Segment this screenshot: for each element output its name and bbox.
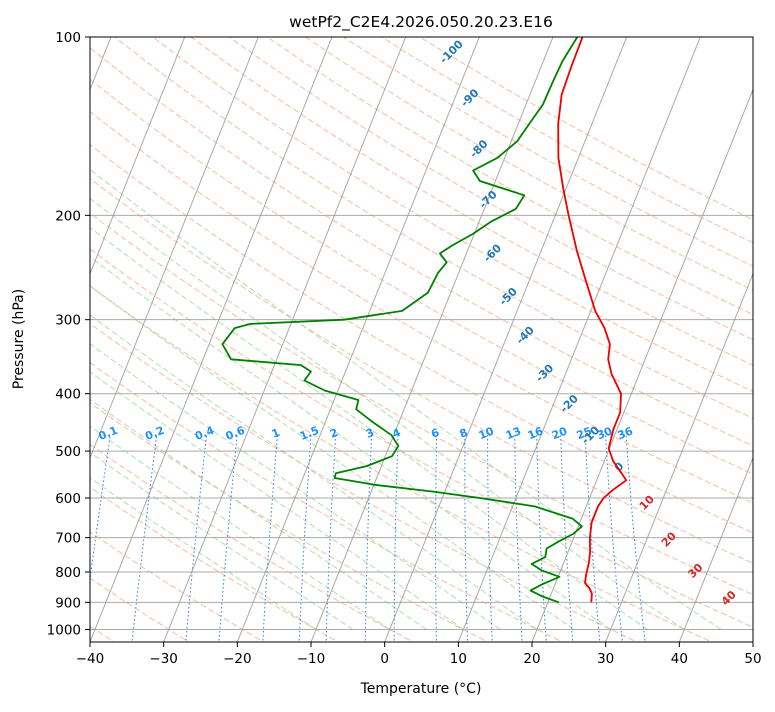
dry-adiabat: [0, 37, 268, 644]
moist-adiabat: [0, 37, 316, 629]
x-tick-label: 40: [671, 651, 688, 667]
dry-adiabat: [0, 37, 343, 644]
x-tick-label: 0: [380, 651, 389, 667]
isotherm-line: [457, 24, 705, 645]
x-tick-label: −10: [297, 651, 326, 667]
mixing-ratio-line: [465, 435, 468, 644]
dry-adiabat: [0, 37, 775, 644]
dry-adiabat: [0, 37, 193, 644]
dry-adiabats: [0, 37, 775, 644]
isotherm-line: [752, 24, 775, 645]
y-tick-label: 1000: [47, 622, 81, 638]
moist-adiabat-label: 40: [719, 588, 739, 608]
mixing-ratio-label: 3: [364, 426, 376, 441]
mixing-ratio-line: [537, 435, 547, 644]
dry-adiabat: [191, 37, 775, 644]
moist-adiabat-label: 10: [637, 492, 657, 512]
moist-adiabat: [0, 37, 353, 629]
x-tick-label: −40: [76, 651, 105, 667]
y-tick-label: 400: [55, 387, 81, 403]
mixing-ratio-label: 6: [429, 426, 441, 441]
mixing-ratio-label: 36: [616, 424, 635, 442]
dry-adiabat: [76, 37, 775, 644]
mixing-ratio-line: [436, 435, 437, 644]
y-tick-label: 900: [55, 595, 81, 611]
moist-adiabat: [0, 37, 648, 629]
mixing-ratio-label: 20: [550, 424, 569, 442]
dry-adiabat-label: -40: [514, 324, 537, 347]
dry-adiabat-label: -70: [477, 188, 500, 211]
dry-adiabat-label: -100: [437, 37, 466, 66]
moist-adiabat-label: 30: [685, 561, 705, 581]
dry-adiabat: [153, 37, 775, 644]
x-tick-label: 30: [597, 651, 614, 667]
x-tick-label: 50: [744, 651, 761, 667]
x-tick-label: 20: [523, 651, 540, 667]
y-tick-label: 700: [55, 531, 81, 547]
dry-adiabat: [115, 37, 775, 644]
mixing-ratio-label: 0.6: [224, 424, 247, 443]
moist-adiabat-label: 20: [659, 529, 679, 549]
mixing-ratio-label: 1.5: [298, 424, 321, 443]
dry-adiabat-label: -20: [558, 392, 581, 415]
dry-adiabat: [0, 37, 492, 644]
y-tick-label: 100: [55, 30, 81, 46]
x-tick-label: −20: [223, 651, 252, 667]
chart-title: wetPf2_C2E4.2026.050.20.23.E16: [289, 13, 553, 32]
dry-adiabat: [344, 37, 775, 644]
isotherm-line: [163, 24, 411, 645]
mixing-ratio-label: 1: [270, 426, 282, 441]
x-axis-label: Temperature (°C): [360, 681, 482, 697]
mixing-ratio-line: [82, 435, 111, 644]
dry-adiabat-label: -30: [533, 361, 556, 384]
dry-adiabat-label: -80: [467, 137, 490, 160]
x-tick-label: −30: [149, 651, 178, 667]
mixing-ratio-line: [263, 435, 278, 644]
dry-adiabat: [229, 37, 775, 644]
mixing-ratio-line: [132, 435, 157, 644]
mixing-ratio-line: [186, 435, 207, 644]
dry-adiabat: [0, 37, 775, 644]
y-tick-label: 800: [55, 565, 81, 581]
mixing-ratio-label: 0.4: [193, 424, 216, 443]
isotherm-line: [605, 24, 775, 645]
x-axis-ticks: −40 −30 −20 −10 0 10 20 30 40 50: [76, 642, 762, 667]
y-tick-label: 300: [55, 313, 81, 329]
dry-adiabat-label: -50: [497, 285, 520, 308]
isotherm-line: [89, 24, 337, 645]
mixing-ratio-label: 0.2: [143, 424, 166, 443]
y-axis-label: Pressure (hPa): [11, 289, 27, 389]
dry-adiabat-label: -90: [458, 86, 481, 109]
dry-adiabat: [0, 37, 775, 644]
isotherm-line: [384, 24, 632, 645]
isotherm-line: [0, 24, 190, 645]
dry-adiabat: [0, 37, 418, 644]
x-tick-label: 10: [450, 651, 467, 667]
dry-adiabat: [420, 37, 775, 644]
y-axis-ticks: 100 200 300 400 500 600 700 800 900 1000: [47, 30, 90, 638]
mixing-ratio-label: 16: [526, 424, 545, 442]
mixing-ratio-label: 0.1: [97, 424, 120, 443]
isotherm-line: [531, 24, 775, 645]
y-tick-label: 500: [55, 444, 81, 460]
mixing-ratio-label: 10: [477, 424, 496, 442]
mixing-ratio-label: 13: [504, 424, 523, 442]
dry-adiabat: [0, 37, 775, 644]
y-tick-label: 600: [55, 491, 81, 507]
dry-adiabat-label: -60: [481, 241, 504, 264]
dry-adiabat: [0, 37, 775, 644]
isotherm-line: [236, 24, 484, 645]
y-tick-label: 200: [55, 208, 81, 224]
